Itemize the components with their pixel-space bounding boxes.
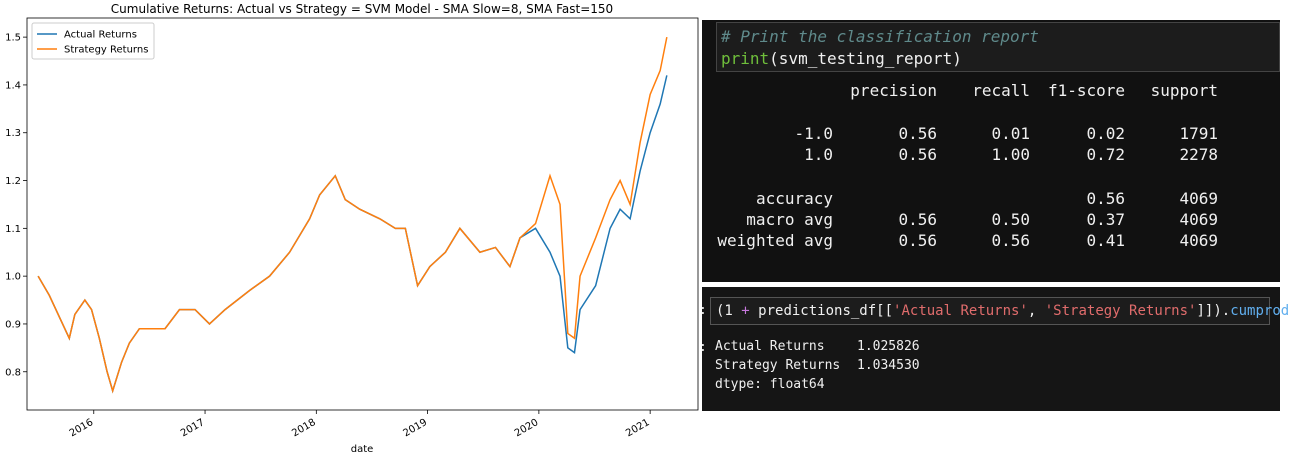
code-input: # Print the classification report print(… xyxy=(716,22,1280,72)
line-series xyxy=(37,75,668,394)
code-token: + xyxy=(741,303,750,319)
report-cell: 0.56 xyxy=(898,124,937,143)
report-cell: 4069 xyxy=(1179,210,1218,229)
chart: Cumulative Returns: Actual vs Strategy =… xyxy=(5,2,699,455)
y-tick-label: 0.9 xyxy=(5,319,21,330)
output: Actual Returns 1.025826 Strategy Returns 1.… xyxy=(702,287,1280,411)
code-token: , xyxy=(1027,303,1045,319)
code-token: predictions_df[[ xyxy=(749,303,894,319)
y-tick-label: 1.2 xyxy=(5,176,21,187)
classification-report: precision recall f1-score support -1.0 0.56 0.… xyxy=(702,20,1280,282)
report-cell: 4069 xyxy=(1179,189,1218,208)
code-cell-2: : (1 + predictions_df[['Actual Returns',… xyxy=(699,287,1289,411)
report-header: f1-score xyxy=(1047,81,1125,100)
output-name: Strategy Returns xyxy=(715,358,841,373)
report-cell: 0.56 xyxy=(898,145,937,164)
report-cell: 4069 xyxy=(1179,231,1218,250)
report-row-label: 1.0 xyxy=(804,145,833,164)
x-tick-label: 2019 xyxy=(402,417,430,439)
report-cell: 0.56 xyxy=(898,210,937,229)
prompt: : xyxy=(699,340,707,355)
code-cell-1: # Print the classification report print(… xyxy=(702,20,1280,282)
report-row-label: accuracy xyxy=(755,189,833,208)
report-cell: 0.37 xyxy=(1086,210,1125,229)
chart-title: Cumulative Returns: Actual vs Strategy =… xyxy=(111,2,613,16)
report-header: recall xyxy=(972,81,1030,100)
report-cell: 0.41 xyxy=(1086,231,1125,250)
plot-frame xyxy=(26,17,699,411)
report-cell: 0.56 xyxy=(1086,189,1125,208)
y-tick-label: 1.0 xyxy=(5,272,21,283)
output-value: 1.034530 xyxy=(857,358,920,373)
x-axis-label: date xyxy=(351,444,374,455)
y-tick-label: 1.5 xyxy=(5,33,21,44)
output-dtype: dtype: float64 xyxy=(715,377,825,392)
code-line: print(svm_testing_report) xyxy=(721,49,962,68)
report-cell: 1.00 xyxy=(991,145,1030,164)
report-cell: 0.56 xyxy=(898,231,937,250)
report-cell: 1791 xyxy=(1179,124,1218,143)
x-tick-label: 2021 xyxy=(624,417,652,439)
y-tick-label: 1.4 xyxy=(5,80,21,91)
code-line: (1 + predictions_df[['Actual Returns', '… xyxy=(716,303,1289,319)
code-token: (1 xyxy=(716,303,742,319)
legend-label: Actual Returns xyxy=(64,30,137,41)
code-token: cumprod xyxy=(1230,303,1289,319)
y-tick-label: 0.8 xyxy=(5,367,21,378)
report-row-label: weighted avg xyxy=(717,231,833,250)
line-series xyxy=(37,36,668,394)
report-cell: 2278 xyxy=(1179,145,1218,164)
code-input: (1 + predictions_df[['Actual Returns', '… xyxy=(710,297,1289,325)
report-header: support xyxy=(1150,81,1218,100)
x-tick-label: 2016 xyxy=(68,417,96,439)
y-tick-label: 1.3 xyxy=(5,128,21,139)
report-header: precision xyxy=(850,81,937,100)
report-row-label: macro avg xyxy=(746,210,833,229)
code-token: (svm_testing_report) xyxy=(769,49,962,68)
prompt: : xyxy=(699,303,707,318)
report-cell: 0.56 xyxy=(991,231,1030,250)
code-token: print xyxy=(721,49,770,68)
report-cell: 0.50 xyxy=(991,210,1030,229)
y-tick-label: 1.1 xyxy=(5,224,21,235)
legend-box xyxy=(31,22,155,60)
code-comment: # Print the classification report xyxy=(721,27,1039,46)
code-token: ]]). xyxy=(1196,303,1231,319)
output-name: Actual Returns xyxy=(715,339,825,354)
report-row-label: -1.0 xyxy=(794,124,833,143)
x-tick-label: 2017 xyxy=(179,417,207,439)
x-tick-label: 2020 xyxy=(513,417,541,439)
output-value: 1.025826 xyxy=(857,339,920,354)
report-cell: 0.02 xyxy=(1086,124,1125,143)
report-cell: 0.01 xyxy=(991,124,1030,143)
x-tick-label: 2018 xyxy=(290,417,318,439)
code-token: 'Strategy Returns' xyxy=(1044,303,1197,319)
legend-label: Strategy Returns xyxy=(64,45,148,56)
code-token: 'Actual Returns' xyxy=(893,303,1028,319)
report-cell: 0.72 xyxy=(1086,145,1125,164)
